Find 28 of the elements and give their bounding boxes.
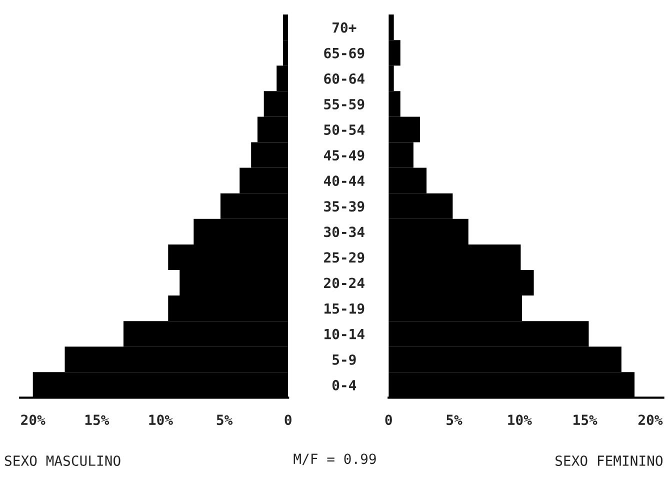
x-tick-label: 5% bbox=[446, 414, 462, 426]
y-tick-label: 40-44 bbox=[324, 176, 364, 186]
x-axis-title: SEXO FEMININO bbox=[556, 455, 663, 466]
x-tick-label: 10% bbox=[508, 414, 532, 426]
x-axis-title: SEXO MASCULINO bbox=[4, 455, 120, 466]
y-tick-label: 55-59 bbox=[324, 99, 364, 110]
y-tick-label: 20-24 bbox=[324, 278, 364, 288]
y-tick-label: 0-4 bbox=[332, 380, 356, 390]
text: M/F = 0.99 bbox=[294, 454, 376, 466]
y-tick-label: 45-49 bbox=[324, 150, 364, 161]
y-tick-label: 50-54 bbox=[324, 124, 364, 135]
y-tick-label: 15-19 bbox=[324, 303, 364, 314]
y-tick-label: 70+ bbox=[332, 22, 356, 33]
x-tick-label: 10% bbox=[149, 414, 173, 426]
x-tick-label: 20% bbox=[21, 414, 46, 426]
y-tick-label: 65-69 bbox=[324, 48, 364, 58]
y-tick-label: 10-14 bbox=[324, 328, 364, 340]
x-tick-label: 0 bbox=[284, 414, 292, 426]
y-tick-label: 35-39 bbox=[324, 201, 364, 212]
x-tick-label: 20% bbox=[638, 414, 663, 426]
x-tick-label: 15% bbox=[85, 414, 110, 426]
x-tick-label: 0 bbox=[385, 414, 392, 426]
y-tick-label: 30-34 bbox=[324, 226, 364, 238]
y-tick-label: 5-9 bbox=[332, 354, 356, 365]
x-tick-label: 5% bbox=[216, 414, 233, 426]
x-tick-label: 15% bbox=[574, 414, 598, 426]
y-tick-label: 60-64 bbox=[324, 73, 364, 84]
y-tick-label: 25-29 bbox=[324, 252, 364, 263]
